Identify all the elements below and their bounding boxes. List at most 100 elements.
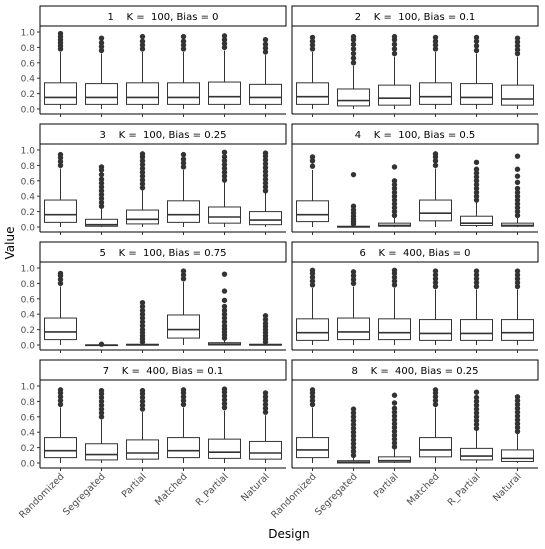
outlier-point xyxy=(262,184,269,190)
box-iqr xyxy=(85,443,118,461)
outlier-point xyxy=(309,163,316,169)
outlier-point xyxy=(221,33,228,39)
outlier-point xyxy=(221,404,228,411)
outlier-point xyxy=(139,165,146,172)
outlier-point xyxy=(473,193,480,199)
y-tick-label: 0.2 xyxy=(21,444,35,454)
box-iqr xyxy=(296,437,329,459)
outlier-point xyxy=(514,413,521,419)
outlier-point xyxy=(98,188,105,194)
outlier-point xyxy=(514,47,521,53)
x-tick-label: Randomized xyxy=(269,471,318,520)
x-tick-label: R_Partial xyxy=(446,471,483,508)
outlier-point xyxy=(262,165,269,171)
facet-strip xyxy=(291,5,539,27)
outlier-point xyxy=(350,33,357,40)
outlier-point xyxy=(221,169,228,176)
outlier-point xyxy=(514,417,521,423)
y-tick-label: 1.0 xyxy=(21,265,36,275)
outlier-point xyxy=(262,168,269,175)
facet-strip-label: 6 K = 400, Bias = 0 xyxy=(359,248,470,259)
outlier-point xyxy=(432,394,439,400)
x-tick-label: Segregated xyxy=(313,471,360,518)
outlier-point xyxy=(514,197,521,203)
y-tick-label: 0.8 xyxy=(21,44,36,54)
outlier-point xyxy=(221,323,228,329)
outlier-point xyxy=(98,387,105,394)
outlier-point xyxy=(432,151,439,157)
outlier-point xyxy=(139,169,146,176)
y-tick-label: 0.8 xyxy=(21,280,36,290)
outlier-point xyxy=(180,33,187,40)
outlier-point xyxy=(262,41,269,48)
outlier-point xyxy=(350,276,357,283)
outlier-point xyxy=(432,268,439,274)
facet-strip-label: 1 K = 100, Bias = 0 xyxy=(107,12,218,23)
box-iqr xyxy=(460,83,493,105)
outlier-point xyxy=(98,171,105,178)
outlier-point xyxy=(514,409,521,415)
outlier-point xyxy=(98,341,105,347)
box-iqr xyxy=(249,440,282,460)
outlier-point xyxy=(391,432,398,438)
y-tick-label: 0.0 xyxy=(21,224,36,234)
box-iqr xyxy=(419,199,452,222)
outlier-point xyxy=(350,46,357,52)
facet-strip xyxy=(39,5,287,27)
facet-strip-label: 4 K = 100, Bias = 0.5 xyxy=(355,130,476,141)
outlier-point xyxy=(432,162,439,169)
y-tick-label: 0.6 xyxy=(21,295,36,305)
x-tick-label: Partial xyxy=(372,471,401,500)
outlier-point xyxy=(221,297,228,304)
outlier-point xyxy=(139,42,146,48)
box-iqr xyxy=(296,318,329,341)
box-iqr xyxy=(460,447,493,461)
outlier-point xyxy=(309,394,316,400)
outlier-point xyxy=(391,274,398,280)
outlier-point xyxy=(473,268,480,274)
outlier-point xyxy=(391,33,398,40)
outlier-point xyxy=(514,35,521,41)
x-tick-label: R_Partial xyxy=(194,471,231,508)
outlier-point xyxy=(473,414,480,420)
outlier-point xyxy=(57,401,64,408)
outlier-point xyxy=(391,421,398,427)
outlier-point xyxy=(473,166,480,172)
outlier-point xyxy=(180,394,187,400)
outlier-point xyxy=(98,414,105,420)
y-tick-label: 0.6 xyxy=(21,59,36,69)
outlier-point xyxy=(57,397,64,404)
outlier-point xyxy=(350,414,357,420)
outlier-point xyxy=(350,41,357,48)
outlier-point xyxy=(391,417,398,423)
outlier-point xyxy=(350,50,357,57)
outlier-point xyxy=(309,387,316,393)
outlier-point xyxy=(350,207,357,213)
outlier-point xyxy=(180,387,187,393)
x-tick-label: Randomized xyxy=(17,471,66,520)
outlier-point xyxy=(473,389,480,395)
outlier-point xyxy=(309,154,316,160)
outlier-point xyxy=(391,428,398,435)
outlier-point xyxy=(514,283,521,290)
outlier-point xyxy=(391,440,398,446)
outlier-point xyxy=(221,173,228,179)
outlier-point xyxy=(473,283,480,290)
facet-strip-label: 2 K = 100, Bias = 0.1 xyxy=(355,12,476,23)
box-iqr xyxy=(337,317,370,341)
box-iqr xyxy=(460,215,493,226)
y-tick-label: 0.2 xyxy=(21,326,35,336)
outlier-point xyxy=(350,437,357,443)
outlier-point xyxy=(309,274,316,280)
outlier-point xyxy=(262,45,269,51)
outlier-point xyxy=(514,173,521,179)
outlier-point xyxy=(473,197,480,203)
outlier-point xyxy=(139,406,146,412)
outlier-point xyxy=(473,276,480,282)
outlier-point xyxy=(57,151,64,158)
outlier-point xyxy=(391,178,398,184)
facet-strip-label: 7 K = 400, Bias = 0.1 xyxy=(103,366,224,377)
outlier-point xyxy=(139,46,146,52)
outlier-point xyxy=(309,397,316,404)
outlier-point xyxy=(350,425,357,432)
